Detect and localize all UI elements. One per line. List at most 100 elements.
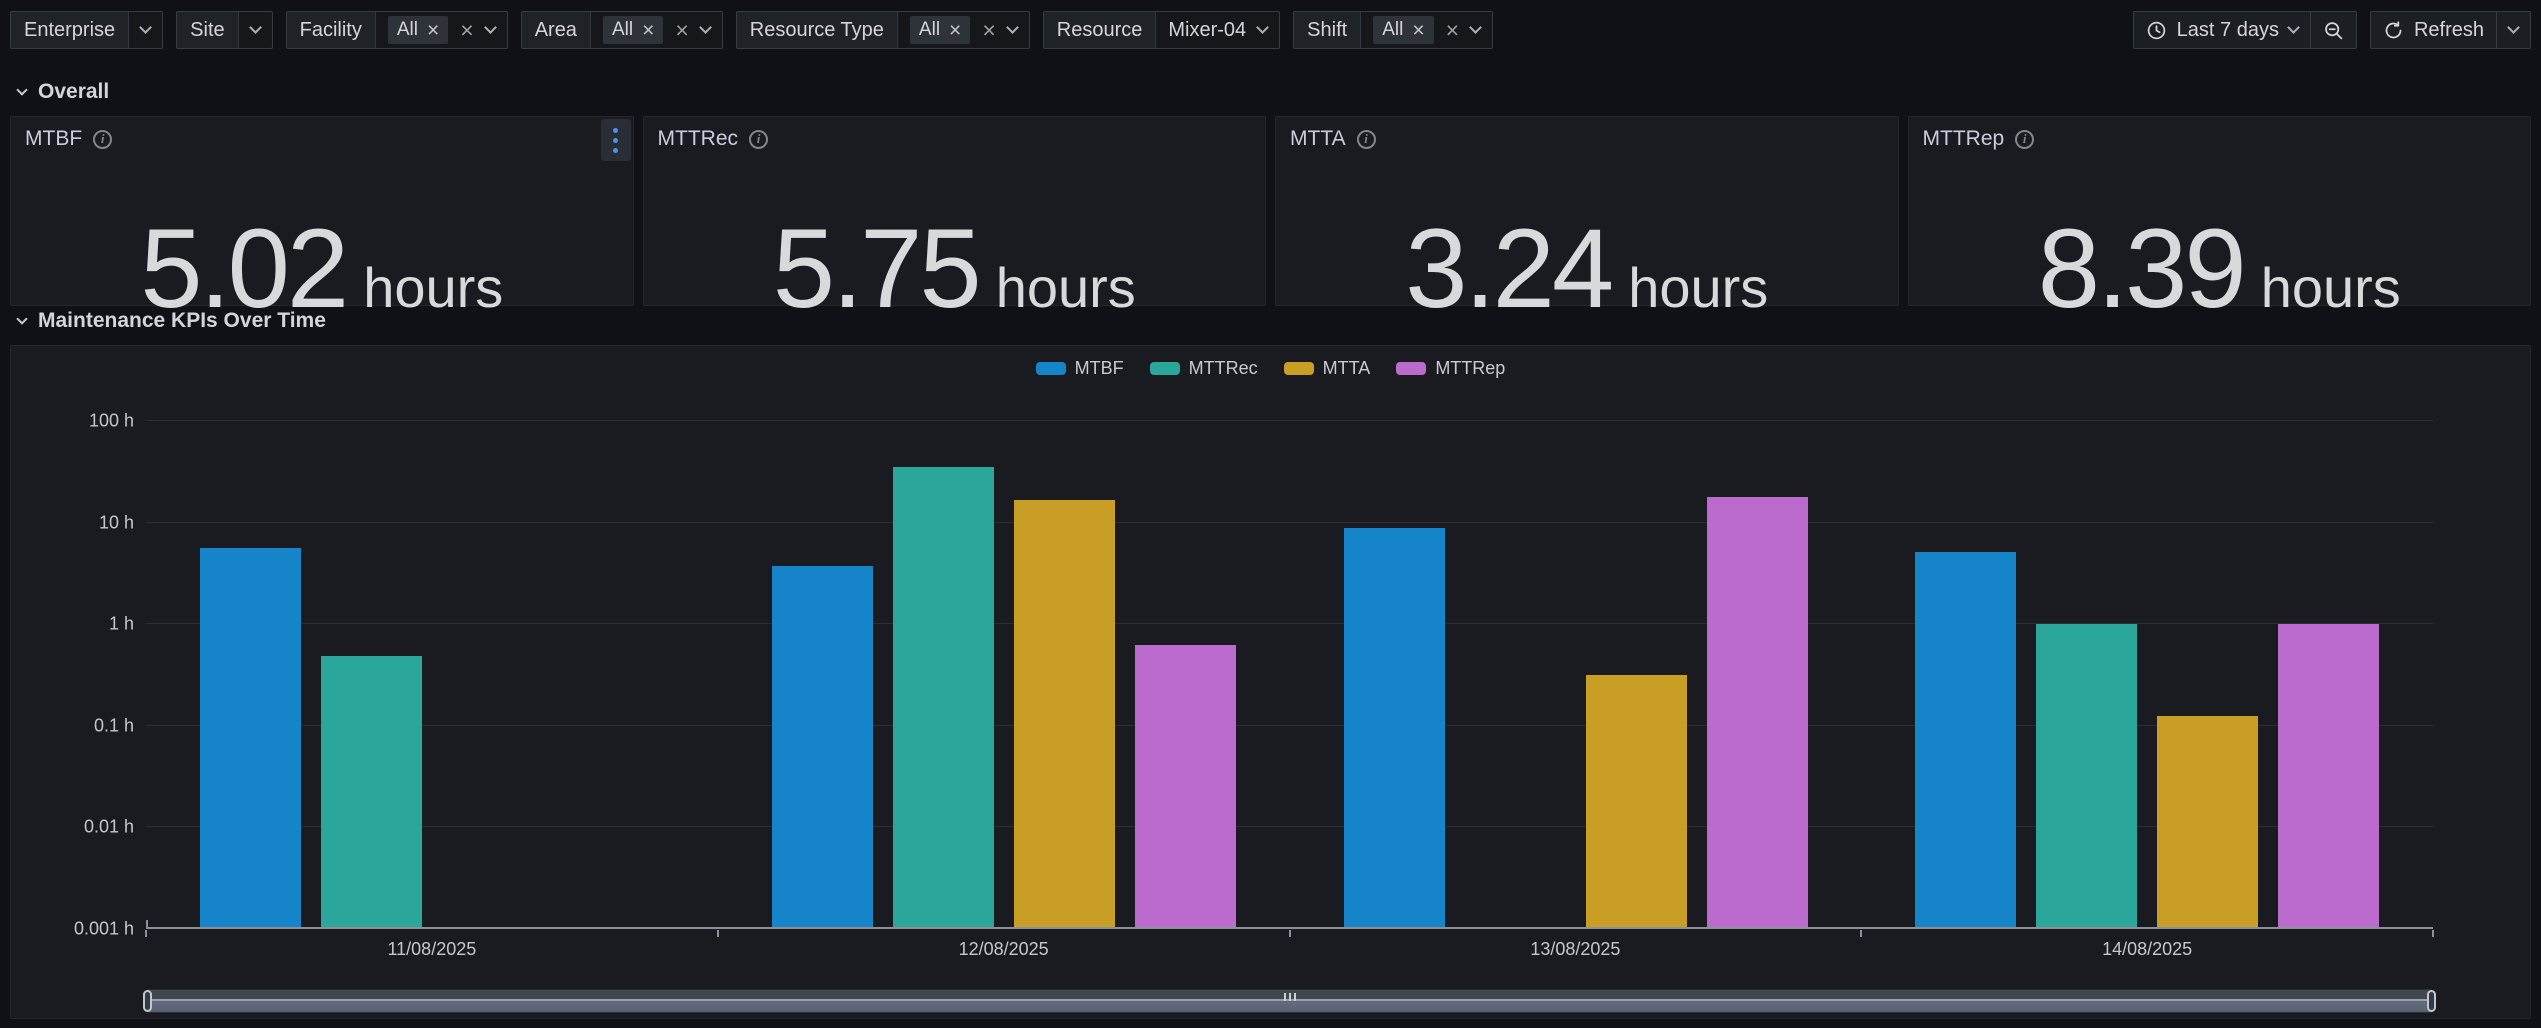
remove-value-icon[interactable]: × — [426, 18, 440, 42]
time-range-button[interactable]: Last 7 days — [2134, 12, 2310, 48]
remove-value-icon[interactable]: × — [1412, 18, 1425, 42]
stat-number: 5.02 — [140, 206, 349, 331]
refresh-control[interactable]: Refresh — [2369, 11, 2531, 49]
y-axis-origin-tick — [146, 920, 148, 927]
bar-MTTRep-14/08/2025[interactable] — [2278, 624, 2380, 927]
info-icon[interactable]: i — [2015, 129, 2035, 149]
y-axis-tick-label: 0.01 h — [83, 816, 134, 837]
bar-MTTRec-14/08/2025[interactable] — [2036, 623, 2138, 927]
scrollbar-grip[interactable] — [1283, 993, 1296, 1001]
filter-select[interactable]: All × × — [591, 12, 722, 48]
filter-select[interactable]: Mixer-04 — [1156, 12, 1279, 48]
panel-title: MTBF — [25, 127, 83, 150]
zoom-out-button[interactable] — [2309, 12, 2356, 48]
info-icon[interactable]: i — [93, 129, 113, 149]
bar-MTTA-14/08/2025[interactable] — [2157, 715, 2259, 927]
collapse-chevron-icon — [16, 84, 28, 96]
section-header-kpis[interactable]: Maintenance KPIs Over Time — [16, 309, 2541, 333]
clear-filter-icon[interactable]: × — [460, 16, 474, 43]
y-axis-tick-label: 0.001 h — [73, 918, 134, 939]
filter-shift[interactable]: Shift All × × — [1293, 11, 1494, 49]
legend-item-MTTRep[interactable]: MTTRep — [1396, 358, 1505, 379]
filter-select[interactable]: All × × — [1361, 12, 1492, 48]
filter-label: Resource Type — [736, 12, 898, 48]
refresh-interval-button[interactable] — [2496, 12, 2530, 48]
filter-label: Shift — [1294, 12, 1362, 48]
scrollbar-left-handle[interactable] — [143, 990, 152, 1012]
selected-value-pill[interactable]: All × — [909, 16, 971, 44]
legend-label: MTTRep — [1435, 358, 1506, 378]
selected-value-pill[interactable]: All × — [387, 16, 449, 44]
filter-resource-type[interactable]: Resource Type All × × — [735, 11, 1030, 49]
selected-value: All — [918, 19, 941, 40]
bar-MTBF-14/08/2025[interactable] — [1915, 552, 2017, 927]
chevron-down-icon — [1469, 21, 1482, 34]
scrollbar-right-handle[interactable] — [2427, 990, 2436, 1012]
filter-resource[interactable]: Resource Mixer-04 — [1042, 11, 1281, 49]
chevron-down-icon — [248, 21, 262, 34]
time-picker[interactable]: Last 7 days — [2132, 11, 2357, 49]
x-axis-tick — [716, 930, 719, 937]
refresh-button[interactable]: Refresh — [2371, 12, 2496, 48]
filter-label: Resource — [1043, 12, 1157, 48]
legend-item-MTBF[interactable]: MTBF — [1035, 358, 1124, 379]
x-axis-tick-label: 13/08/2025 — [1530, 939, 1621, 959]
kpi-chart-panel: MTBF MTTRec MTTA MTTRep 100 h 10 h 1 h 0.1 h 0.… — [10, 345, 2531, 1019]
legend-item-MTTA[interactable]: MTTA — [1283, 358, 1370, 379]
section-header-overall[interactable]: Overall — [16, 80, 2541, 104]
filter-select[interactable] — [239, 12, 272, 48]
stat-number: 3.24 — [1405, 206, 1614, 331]
remove-value-icon[interactable]: × — [642, 18, 655, 42]
gridline — [146, 623, 2433, 625]
x-axis-tick — [1860, 930, 1863, 937]
selected-value-pill[interactable]: All × — [602, 16, 664, 44]
legend-swatch — [1396, 362, 1427, 375]
y-axis-tick-label: 10 h — [98, 512, 134, 533]
filter-select[interactable]: All × × — [376, 12, 507, 48]
y-axis-tick-label: 0.1 h — [93, 715, 134, 736]
zoom-out-icon — [2325, 21, 2343, 39]
clear-filter-icon[interactable]: × — [675, 16, 689, 43]
dashboard-toolbar: Enterprise Site Facility All × × Area Al… — [0, 0, 2541, 50]
stat-panel-mtta: MTTA i 3.24 hours — [1275, 116, 1899, 331]
clear-filter-icon[interactable]: × — [1445, 16, 1460, 43]
stat-unit: hours — [1628, 256, 1769, 319]
bar-MTTA-13/08/2025[interactable] — [1585, 675, 1687, 927]
bar-MTTA-12/08/2025[interactable] — [1013, 500, 1115, 927]
selected-value-pill[interactable]: All × — [1373, 16, 1434, 44]
selected-value: Mixer-04 — [1168, 18, 1247, 41]
panel-title: MTTA — [1290, 127, 1346, 150]
panel-menu-button[interactable] — [600, 119, 631, 161]
filter-enterprise[interactable]: Enterprise — [10, 11, 164, 49]
gridline — [146, 826, 2433, 828]
filter-site[interactable]: Site — [176, 11, 273, 49]
x-axis-tick — [145, 930, 147, 937]
chevron-down-icon — [2507, 21, 2520, 34]
x-axis-tick-label: 14/08/2025 — [2102, 939, 2193, 959]
bar-MTBF-11/08/2025[interactable] — [200, 548, 301, 927]
time-range-label: Last 7 days — [2176, 18, 2279, 41]
bar-MTTRep-12/08/2025[interactable] — [1134, 644, 1236, 927]
stat-panel-mtbf: MTBF i 5.02 hours — [10, 116, 634, 331]
time-scrollbar[interactable] — [143, 989, 2436, 1013]
filter-select[interactable]: All × × — [898, 12, 1029, 48]
filter-facility[interactable]: Facility All × × — [285, 11, 508, 49]
stat-value: 5.75 hours — [644, 117, 1266, 324]
bar-MTTRec-12/08/2025[interactable] — [892, 466, 994, 927]
remove-value-icon[interactable]: × — [949, 18, 962, 42]
bar-MTBF-12/08/2025[interactable] — [771, 565, 873, 927]
filter-select[interactable] — [129, 12, 162, 48]
legend-item-MTTRec[interactable]: MTTRec — [1149, 358, 1258, 379]
info-icon[interactable]: i — [1356, 129, 1376, 149]
legend-swatch — [1283, 362, 1314, 375]
y-axis-tick-label: 1 h — [108, 613, 134, 634]
clear-filter-icon[interactable]: × — [982, 16, 996, 43]
y-axis-labels: 100 h 10 h 1 h 0.1 h 0.01 h 0.001 h — [11, 401, 134, 939]
filter-area[interactable]: Area All × × — [520, 11, 723, 49]
bar-MTBF-13/08/2025[interactable] — [1343, 528, 1445, 927]
info-icon[interactable]: i — [749, 129, 768, 149]
bar-MTTRec-11/08/2025[interactable] — [321, 655, 422, 927]
stat-value: 3.24 hours — [1276, 117, 1898, 331]
bar-MTTRep-13/08/2025[interactable] — [1706, 497, 1808, 927]
plot-area — [145, 401, 2434, 937]
